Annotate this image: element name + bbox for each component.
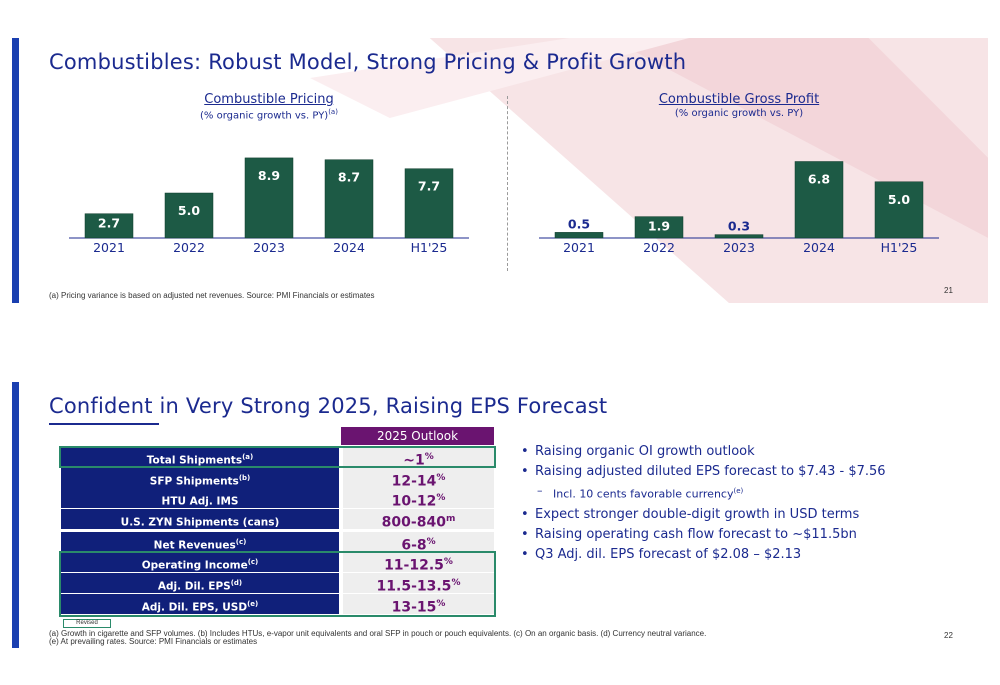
x-tick-label: 2022 [173, 240, 205, 255]
bar-value-label: 8.9 [258, 168, 280, 183]
bar [634, 216, 684, 239]
gross-profit-chart-subtitle: (% organic growth vs. PY) [674, 108, 804, 119]
outlook-row-value: 12-14% [343, 468, 494, 490]
outlook-row: U.S. ZYN Shipments (cans) 800-840m [59, 509, 494, 531]
bullet-item: Expect stronger double-digit growth in U… [519, 507, 979, 523]
bar-value-label: 2.7 [98, 216, 120, 231]
income-eps-highlight-box [59, 551, 496, 617]
outlook-row: SFP Shipments(b) 12-14% [59, 468, 494, 490]
outlook-row-value: 11.5-13.5% [343, 573, 494, 595]
outlook-row-value: 6-8% [343, 532, 494, 554]
slide2-footnote-line1: (a) Growth in cigarette and SFP volumes.… [49, 629, 707, 638]
gross-profit-chart: Combustible Gross Profit (% organic grow… [519, 90, 959, 265]
bar-value-label: 5.0 [888, 192, 910, 207]
bar [164, 192, 214, 239]
bar [324, 159, 374, 239]
outlook-row-label: Adj. Dil. EPS, USD(e) [61, 594, 339, 614]
outlook-row: HTU Adj. IMS 10-12% [59, 488, 494, 510]
x-tick-label: H1'25 [881, 240, 918, 255]
slide-outlook: Confident in Very Strong 2025, Raising E… [12, 382, 988, 648]
x-tick-label: 2022 [643, 240, 675, 255]
bar-value-label: 6.8 [808, 172, 830, 187]
outlook-row: Total Shipments(a) ~1% [59, 447, 494, 469]
x-tick-label: 2024 [803, 240, 835, 255]
bar [554, 232, 604, 239]
outlook-row-value: 10-12% [343, 488, 494, 510]
chart-divider [507, 96, 508, 271]
outlook-row-label: Net Revenues(c) [61, 532, 339, 552]
bar-value-label: 0.3 [728, 219, 750, 234]
outlook-header: 2025 Outlook [341, 427, 494, 445]
outlook-row-label: Adj. Dil. EPS(d) [61, 573, 339, 593]
gross-profit-chart-plot: 0.5 2021 1.9 2022 0.3 2023 6.8 2024 5.0 H1'25 [539, 161, 939, 255]
bullet-list: Raising organic OI growth outlook Raisin… [519, 444, 979, 567]
outlook-row-value: 800-840m [343, 509, 494, 531]
slide2-page-number: 22 [944, 631, 953, 640]
outlook-row: Adj. Dil. EPS, USD(e) 13-15% [59, 594, 494, 616]
gross-profit-chart-title: Combustible Gross Profit [658, 92, 820, 107]
bar [404, 168, 454, 239]
revised-tag: Revised [63, 619, 111, 628]
bullet-item: Raising organic OI growth outlook [519, 444, 979, 460]
bar-value-label: 5.0 [178, 203, 200, 218]
bar [794, 161, 844, 239]
bar [714, 234, 764, 239]
bar [84, 213, 134, 239]
x-tick-label: 2021 [563, 240, 595, 255]
bar-value-label: 8.7 [338, 170, 360, 185]
slide-title: Confident in Very Strong 2025, Raising E… [49, 394, 608, 418]
outlook-row-label: SFP Shipments(b) [61, 468, 339, 488]
x-tick-label: 2023 [253, 240, 285, 255]
pricing-chart-subtitle: (% organic growth vs. PY)(a) [200, 108, 338, 122]
slide2-footnote-line2: (e) At prevailing rates. Source: PMI Fin… [49, 637, 258, 646]
bullet-item: Raising adjusted diluted EPS forecast to… [519, 464, 979, 480]
shipments-highlight-box [59, 446, 496, 468]
bar-value-label: 7.7 [418, 179, 440, 194]
outlook-row: Net Revenues(c) 6-8% [59, 532, 494, 554]
bar [244, 157, 294, 239]
bar [874, 181, 924, 239]
bullet-item: Raising operating cash flow forecast to … [519, 527, 979, 543]
slide1-page-number: 21 [944, 286, 953, 295]
pricing-chart: Combustible Pricing (% organic growth vs… [49, 90, 489, 265]
outlook-row: Operating Income(c) 11-12.5% [59, 552, 494, 574]
pricing-chart-plot: 2.7 2021 5.0 2022 8.9 2023 8.7 2024 7.7 H1'25 [69, 157, 469, 255]
outlook-row-value: ~1% [343, 447, 494, 469]
bullet-item: Q3 Adj. dil. EPS forecast of $2.08 – $2.… [519, 547, 979, 563]
slide-title: Combustibles: Robust Model, Strong Prici… [49, 50, 687, 74]
outlook-row-label: Operating Income(c) [61, 552, 339, 572]
x-tick-label: 2021 [93, 240, 125, 255]
outlook-row-label: Total Shipments(a) [61, 447, 339, 467]
title-underline [49, 423, 159, 425]
slide1-footnote: (a) Pricing variance is based on adjuste… [49, 291, 375, 300]
outlook-row-value: 11-12.5% [343, 552, 494, 574]
pricing-chart-title: Combustible Pricing [204, 92, 334, 107]
outlook-row-label: U.S. ZYN Shipments (cans) [61, 509, 339, 529]
bar-value-label: 0.5 [568, 216, 590, 231]
x-tick-label: H1'25 [411, 240, 448, 255]
sub-bullet-item: Incl. 10 cents favorable currency(e) [519, 484, 979, 502]
outlook-row: Adj. Dil. EPS(d) 11.5-13.5% [59, 573, 494, 595]
outlook-row-value: 13-15% [343, 594, 494, 616]
x-tick-label: 2023 [723, 240, 755, 255]
outlook-row-label: HTU Adj. IMS [61, 488, 339, 508]
slide-combustibles: Combustibles: Robust Model, Strong Prici… [12, 38, 988, 303]
x-tick-label: 2024 [333, 240, 365, 255]
bar-value-label: 1.9 [648, 219, 670, 234]
